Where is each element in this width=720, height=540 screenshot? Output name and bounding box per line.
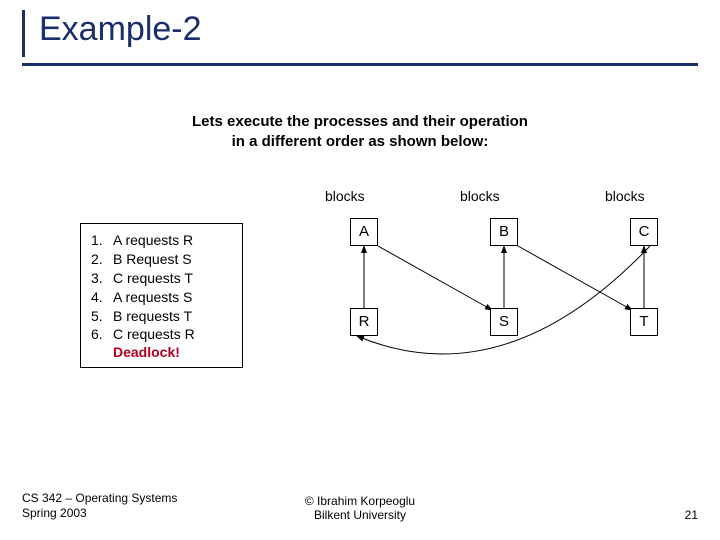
university: Bilkent University (314, 508, 406, 522)
title-block: Example-2 (22, 10, 202, 57)
node-A: A (350, 218, 378, 246)
footer-center: © Ibrahim Korpeoglu Bilkent University (22, 494, 698, 522)
footer: CS 342 – Operating Systems Spring 2003 ©… (22, 491, 698, 522)
step-item: 1.A requests R (91, 231, 232, 250)
node-R: R (350, 308, 378, 336)
step-text: B requests T (113, 307, 192, 326)
step-number: 6. (91, 325, 113, 344)
step-text: B Request S (113, 250, 192, 269)
step-number: 3. (91, 269, 113, 288)
step-number: 2. (91, 250, 113, 269)
edge (518, 246, 632, 310)
blocks-label: blocks (460, 188, 500, 204)
subtitle-line2: in a different order as shown below: (232, 133, 489, 150)
steps-list: 1.A requests R2.B Request S3.C requests … (91, 231, 232, 344)
step-text: C requests T (113, 269, 193, 288)
steps-box: 1.A requests R2.B Request S3.C requests … (80, 223, 243, 368)
blocks-label: blocks (605, 188, 645, 204)
step-number: 5. (91, 307, 113, 326)
step-item: 5.B requests T (91, 307, 232, 326)
step-item: 2.B Request S (91, 250, 232, 269)
edge (378, 246, 492, 310)
subtitle: Lets execute the processes and their ope… (0, 112, 720, 153)
node-C: C (630, 218, 658, 246)
step-text: C requests R (113, 325, 195, 344)
blocks-label: blocks (325, 188, 365, 204)
step-number: 1. (91, 231, 113, 250)
node-S: S (490, 308, 518, 336)
node-T: T (630, 308, 658, 336)
step-number: 4. (91, 288, 113, 307)
copyright: © Ibrahim Korpeoglu (305, 494, 415, 508)
deadlock-label: Deadlock! (91, 344, 232, 360)
step-text: A requests S (113, 288, 192, 307)
node-B: B (490, 218, 518, 246)
resource-graph: blocks blocks blocks A B C R S T (315, 188, 710, 408)
subtitle-line1: Lets execute the processes and their ope… (192, 113, 528, 130)
step-item: 6.C requests R (91, 325, 232, 344)
slide-title: Example-2 (39, 10, 202, 49)
step-text: A requests R (113, 231, 193, 250)
step-item: 3.C requests T (91, 269, 232, 288)
step-item: 4.A requests S (91, 288, 232, 307)
title-underline (22, 63, 698, 66)
